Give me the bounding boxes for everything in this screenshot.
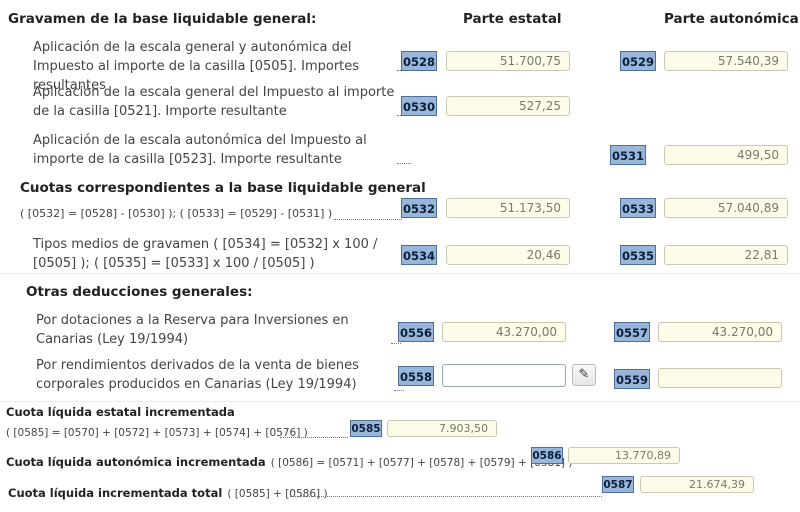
title-cuota-estatal-incrementada: Cuota líquida estatal incrementada: [6, 405, 235, 419]
title-cuota-autonomica-incrementada: Cuota líquida autonómica incrementada: [6, 455, 266, 469]
code-0535: 0535: [620, 245, 656, 265]
leader-dots: [394, 390, 404, 391]
code-0557: 0557: [614, 322, 650, 342]
section-divider: [0, 273, 800, 274]
row-desc-tipos-medios: Tipos medios de gravamen ( [0534] = [053…: [33, 237, 378, 271]
section-title-otras-deducciones: Otras deducciones generales:: [26, 284, 253, 300]
leader-dots: [391, 343, 401, 344]
column-header-autonomica: Parte autonómica: [664, 11, 799, 27]
row-desc-0528: Aplicación de la escala general y autonó…: [33, 40, 360, 93]
row-cuota-total: Cuota líquida incrementada total ( [0585…: [8, 482, 328, 501]
field-0557[interactable]: 43.270,00: [658, 322, 782, 342]
code-0586: 0586: [531, 447, 563, 464]
leader-dots: [334, 219, 402, 220]
code-0559: 0559: [614, 369, 650, 389]
field-0533[interactable]: 57.040,89: [664, 198, 788, 218]
field-0587[interactable]: 21.674,39: [640, 476, 754, 493]
code-0531: 0531: [610, 145, 646, 165]
column-header-estatal: Parte estatal: [463, 11, 562, 27]
code-0533: 0533: [620, 198, 656, 218]
field-0531[interactable]: 499,50: [664, 145, 788, 165]
pencil-icon: ✎: [578, 367, 590, 382]
code-0529: 0529: [620, 51, 656, 71]
row-desc-0531: Aplicación de la escala autonómica del I…: [33, 133, 367, 167]
section-divider: [0, 401, 800, 402]
field-0532[interactable]: 51.173,50: [446, 198, 570, 218]
code-0558: 0558: [398, 366, 434, 386]
formula-0585: ( [0585] = [0570] + [0572] + [0573] + [0…: [6, 427, 308, 439]
leader-dots: [397, 163, 411, 164]
code-0556: 0556: [398, 322, 434, 342]
row-desc-0556: Por dotaciones a la Reserva para Inversi…: [36, 313, 349, 347]
field-0556[interactable]: 43.270,00: [442, 322, 566, 342]
formula-0586: ( [0586] = [0571] + [0577] + [0578] + [0…: [270, 457, 573, 469]
field-0559[interactable]: [658, 368, 782, 388]
field-0530[interactable]: 527,25: [446, 96, 570, 116]
formula-0587: ( [0585] + [0586] ): [227, 488, 328, 500]
section-title-cuotas: Cuotas correspondientes a la base liquid…: [20, 180, 426, 196]
field-0585[interactable]: 7.903,50: [387, 420, 497, 437]
leader-dots: [280, 437, 348, 438]
pencil-edit-button[interactable]: ✎: [572, 364, 596, 386]
row-desc-0530: Aplicación de la escala general del Impu…: [33, 85, 395, 119]
row-desc-0558: Por rendimientos derivados de la venta d…: [36, 358, 359, 392]
code-0528: 0528: [401, 51, 437, 71]
leader-dots: [290, 496, 602, 497]
field-0558[interactable]: [442, 364, 566, 387]
code-0585: 0585: [350, 420, 382, 437]
field-0534[interactable]: 20,46: [446, 245, 570, 265]
field-0586[interactable]: 13.770,89: [568, 447, 680, 464]
code-0532: 0532: [401, 198, 437, 218]
code-0534: 0534: [401, 245, 437, 265]
row-cuota-autonomica: Cuota líquida autonómica incrementada ( …: [6, 451, 572, 470]
field-0535[interactable]: 22,81: [664, 245, 788, 265]
field-0529[interactable]: 57.540,39: [664, 51, 788, 71]
section-title-gravamen: Gravamen de la base liquidable general:: [8, 11, 317, 27]
formula-0532-0533: ( [0532] = [0528] - [0530] ); ( [0533] =…: [20, 207, 333, 220]
code-0530: 0530: [401, 96, 437, 116]
field-0528[interactable]: 51.700,75: [446, 51, 570, 71]
code-0587: 0587: [602, 476, 634, 493]
title-cuota-liquida-total: Cuota líquida incrementada total: [8, 486, 223, 500]
